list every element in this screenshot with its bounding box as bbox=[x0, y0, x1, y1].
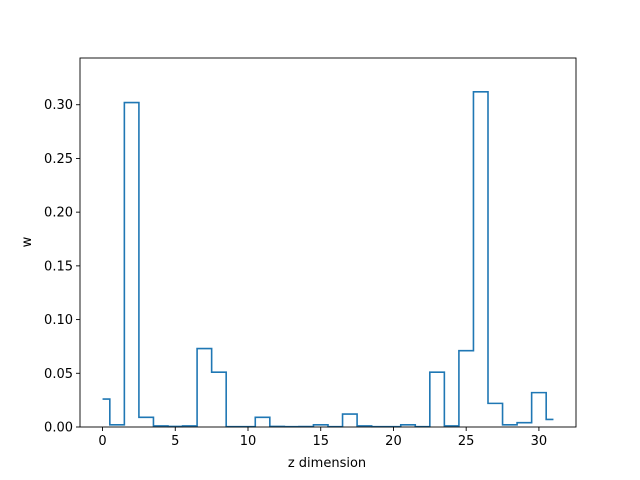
x-tick-label: 30 bbox=[531, 434, 548, 449]
y-tick-label: 0.20 bbox=[44, 206, 73, 221]
plot-area bbox=[102, 91, 554, 428]
x-tick-label: 10 bbox=[240, 434, 257, 449]
y-axis-label: w bbox=[20, 236, 35, 247]
y-tick-label: 0.05 bbox=[44, 367, 73, 382]
x-tick-label: 25 bbox=[458, 434, 475, 449]
y-tick-label: 0.10 bbox=[44, 313, 73, 328]
x-tick-label: 5 bbox=[171, 434, 179, 449]
axes-frame bbox=[79, 57, 577, 428]
y-tick-label: 0.00 bbox=[44, 421, 73, 436]
series-line-0 bbox=[102, 91, 554, 428]
x-tick-label: 0 bbox=[98, 434, 106, 449]
x-axis-label: z dimension bbox=[288, 456, 366, 471]
x-tick-label: 15 bbox=[312, 434, 329, 449]
y-tick-label: 0.15 bbox=[44, 259, 73, 274]
x-tick-label: 20 bbox=[385, 434, 402, 449]
y-tick-label: 0.25 bbox=[44, 152, 73, 167]
y-tick-label: 0.30 bbox=[44, 98, 73, 113]
axes: 0 5 10 15 20 25 30 0.00 0.05 0.10 0.15 0.20 0.25 0.30 bbox=[44, 57, 577, 449]
